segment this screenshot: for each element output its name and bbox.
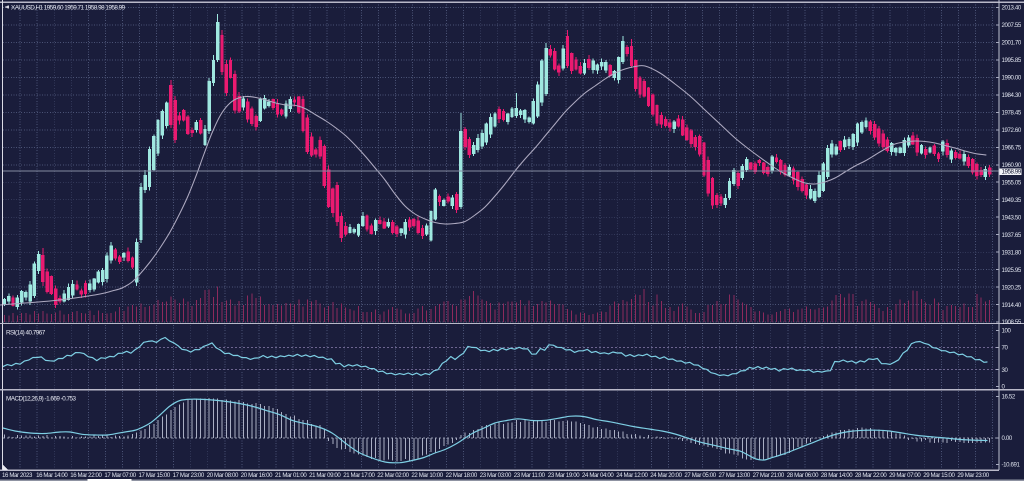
svg-text:1995.85: 1995.85 [1002,57,1022,64]
svg-text:16 Mar 22:00: 16 Mar 22:00 [70,472,102,479]
svg-text:1920.25: 1920.25 [1002,284,1022,291]
svg-text:27 Mar 21:00: 27 Mar 21:00 [753,472,785,479]
svg-text:21 Mar 09:00: 21 Mar 09:00 [309,472,341,479]
svg-text:70: 70 [1002,345,1009,352]
svg-text:28 Mar 22:00: 28 Mar 22:00 [855,472,887,479]
svg-text:2001.70: 2001.70 [1002,40,1022,47]
svg-text:-10.691: -10.691 [1002,462,1021,469]
svg-text:16 Mar 2023: 16 Mar 2023 [2,472,33,479]
svg-text:22 Mar 02:00: 22 Mar 02:00 [377,472,409,479]
svg-text:100: 100 [1002,328,1012,335]
svg-text:16.52: 16.52 [1002,394,1016,401]
svg-text:23 Mar 03:00: 23 Mar 03:00 [480,472,512,479]
svg-text:2007.55: 2007.55 [1002,22,1022,29]
svg-text:1984.30: 1984.30 [1002,92,1022,99]
svg-text:1908.55: 1908.55 [1002,319,1022,326]
svg-text:22 Mar 18:00: 22 Mar 18:00 [446,472,478,479]
svg-text:24 Mar 20:00: 24 Mar 20:00 [650,472,682,479]
svg-text:17 Mar 23:00: 17 Mar 23:00 [173,472,205,479]
svg-text:17 Mar 15:00: 17 Mar 15:00 [139,472,171,479]
svg-text:1960.90: 1960.90 [1002,162,1022,169]
svg-text:XAUUSD,H1 1959.60 1959.71 195: XAUUSD,H1 1959.60 1959.71 1958.98 1958.9… [11,5,126,12]
svg-text:1931.80: 1931.80 [1002,249,1022,256]
svg-text:17 Mar 07:00: 17 Mar 07:00 [104,472,136,479]
svg-text:27 Mar 13:00: 27 Mar 13:00 [719,472,751,479]
svg-text:22 Mar 10:00: 22 Mar 10:00 [411,472,443,479]
svg-text:1990.00: 1990.00 [1002,75,1022,82]
svg-text:21 Mar 17:00: 21 Mar 17:00 [343,472,375,479]
svg-text:RSI(14) 40.7967: RSI(14) 40.7967 [6,330,46,337]
svg-text:29 Mar 07:00: 29 Mar 07:00 [889,472,921,479]
svg-text:0.00: 0.00 [1002,435,1013,442]
svg-text:0: 0 [1002,384,1006,391]
svg-text:16 Mar 14:00: 16 Mar 14:00 [36,472,68,479]
svg-text:27 Mar 05:00: 27 Mar 05:00 [684,472,716,479]
svg-text:2013.40: 2013.40 [1002,5,1022,12]
svg-text:29 Mar 15:00: 29 Mar 15:00 [923,472,955,479]
svg-text:24 Mar 04:00: 24 Mar 04:00 [582,472,614,479]
svg-text:MACD(12,26,9) -1.669 -0.753: MACD(12,26,9) -1.669 -0.753 [6,396,76,403]
svg-text:1958.99: 1958.99 [1002,169,1022,176]
svg-text:1925.95: 1925.95 [1002,267,1022,274]
svg-text:1943.50: 1943.50 [1002,214,1022,221]
svg-text:1949.35: 1949.35 [1002,197,1022,204]
svg-text:28 Mar 06:00: 28 Mar 06:00 [787,472,819,479]
svg-text:28 Mar 14:00: 28 Mar 14:00 [821,472,853,479]
svg-text:20 Mar 08:00: 20 Mar 08:00 [207,472,239,479]
svg-text:23 Mar 19:00: 23 Mar 19:00 [548,472,580,479]
svg-text:1978.45: 1978.45 [1002,110,1022,117]
svg-text:1972.60: 1972.60 [1002,127,1022,134]
svg-text:24 Mar 12:00: 24 Mar 12:00 [616,472,648,479]
svg-text:21 Mar 01:00: 21 Mar 01:00 [275,472,307,479]
svg-text:29 Mar 23:00: 29 Mar 23:00 [957,472,989,479]
svg-text:30: 30 [1002,367,1009,374]
svg-text:1966.75: 1966.75 [1002,145,1022,152]
svg-text:23 Mar 11:00: 23 Mar 11:00 [514,472,546,479]
svg-text:1914.40: 1914.40 [1002,302,1022,309]
svg-text:1937.65: 1937.65 [1002,232,1022,239]
svg-text:20 Mar 16:00: 20 Mar 16:00 [241,472,273,479]
svg-text:1955.05: 1955.05 [1002,179,1022,186]
